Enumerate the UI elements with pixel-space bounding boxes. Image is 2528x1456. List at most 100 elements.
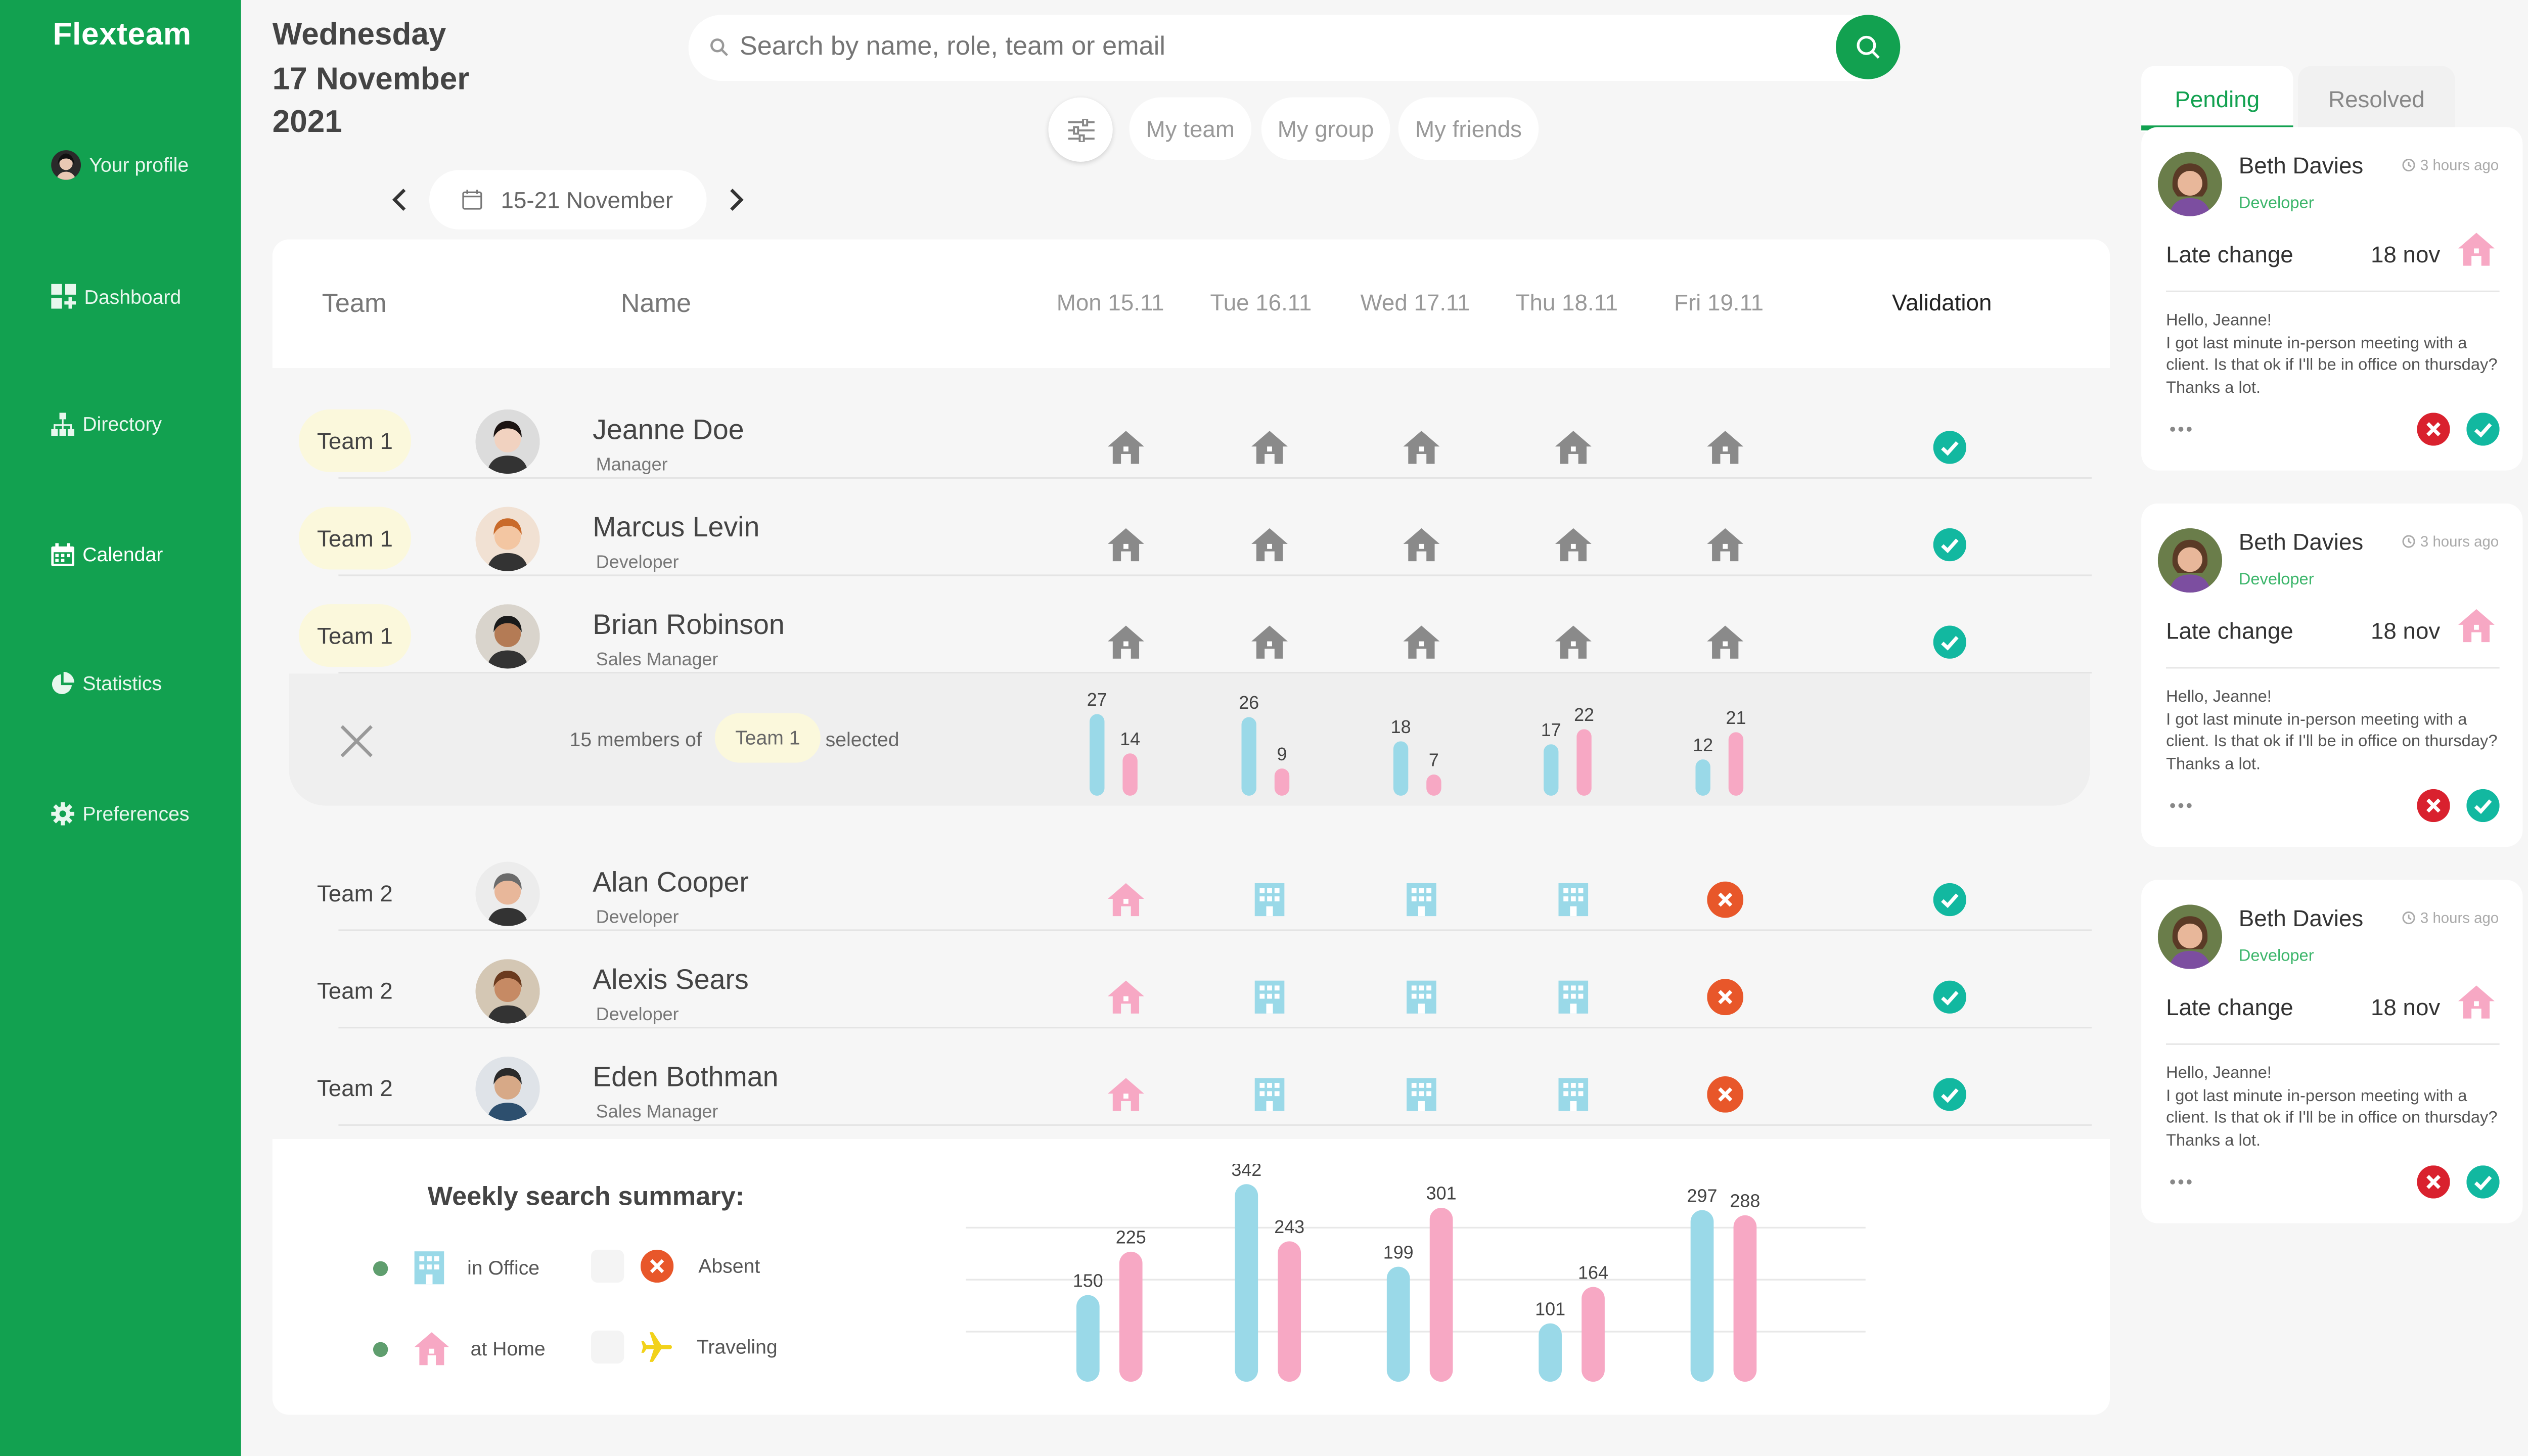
sidebar-item-directory[interactable]: Directory	[51, 413, 162, 436]
validated-check-icon[interactable]	[1933, 1078, 1966, 1111]
filter-chip-my-team[interactable]: My team	[1129, 97, 1252, 160]
filter-chip-my-group[interactable]: My group	[1261, 97, 1390, 160]
day-status-cell[interactable]	[1705, 622, 1745, 662]
office-building-icon	[1558, 980, 1589, 1014]
day-status-cell[interactable]	[1402, 428, 1441, 467]
sidebar-item-preferences[interactable]: Preferences	[51, 802, 190, 826]
person-name[interactable]: Brian Robinson	[593, 609, 785, 641]
day-status-cell[interactable]	[1106, 525, 1146, 564]
day-status-cell[interactable]	[1705, 428, 1745, 467]
absent-icon	[1707, 881, 1744, 918]
tab-resolved[interactable]: Resolved	[2298, 66, 2455, 132]
day-status-cell[interactable]	[1250, 428, 1289, 467]
validated-check-icon[interactable]	[1933, 528, 1966, 562]
accept-icon[interactable]	[2466, 1165, 2500, 1199]
day-status-cell[interactable]	[1705, 880, 1745, 919]
person-name[interactable]: Eden Bothman	[593, 1061, 779, 1093]
day-status-cell[interactable]	[1402, 1075, 1441, 1114]
next-week-arrow[interactable]	[728, 187, 745, 213]
column-header-name[interactable]: Name	[620, 290, 692, 319]
person-name[interactable]: Marcus Levin	[593, 512, 760, 543]
accept-icon[interactable]	[2466, 789, 2500, 823]
more-options-icon[interactable]	[2170, 1178, 2193, 1185]
table-row[interactable]: Team 1 Marcus Levin Developer	[273, 479, 2110, 576]
day-status-cell[interactable]	[1402, 880, 1441, 919]
column-header-team[interactable]: Team	[322, 290, 387, 319]
table-row[interactable]: Team 2 Alexis Sears Developer	[273, 931, 2110, 1029]
day-status-cell[interactable]	[1554, 428, 1593, 467]
bar-value-label: 342	[1231, 1164, 1261, 1180]
brand-logo[interactable]: Flexteam	[53, 18, 192, 53]
validation-cell[interactable]	[1930, 880, 1969, 919]
notification-card[interactable]: Beth Davies 3 hours ago Developer Late c…	[2141, 127, 2523, 471]
search-input[interactable]	[739, 28, 1731, 68]
team-chip[interactable]: Team 1	[299, 409, 412, 472]
day-status-cell[interactable]	[1106, 1075, 1146, 1114]
selected-team-chip[interactable]: Team 1	[714, 713, 821, 763]
sidebar-item-dashboard[interactable]: Dashboard	[51, 284, 181, 309]
day-status-cell[interactable]	[1554, 525, 1593, 564]
day-status-cell[interactable]	[1250, 1075, 1289, 1114]
sidebar-item-statistics[interactable]: Statistics	[51, 671, 162, 695]
filter-settings-button[interactable]	[1048, 97, 1113, 162]
notification-card[interactable]: Beth Davies 3 hours ago Developer Late c…	[2141, 503, 2523, 847]
day-status-cell[interactable]	[1402, 977, 1441, 1017]
validation-cell[interactable]	[1930, 428, 1969, 467]
person-name[interactable]: Jeanne Doe	[593, 414, 744, 446]
home-icon	[2458, 609, 2495, 643]
table-row[interactable]: Team 1 Jeanne Doe Manager	[273, 381, 2110, 479]
day-status-cell[interactable]	[1402, 622, 1441, 662]
sidebar-item-profile[interactable]: Your profile	[51, 150, 189, 180]
table-row[interactable]: Team 2 Eden Bothman Sales Manager	[273, 1028, 2110, 1126]
day-status-cell[interactable]	[1250, 977, 1289, 1017]
validation-cell[interactable]	[1930, 622, 1969, 662]
row-divider	[338, 477, 2092, 479]
reject-icon[interactable]	[2417, 789, 2450, 823]
team-chip[interactable]: Team 1	[299, 507, 412, 570]
day-status-cell[interactable]	[1705, 977, 1745, 1017]
previous-week-arrow[interactable]	[391, 187, 408, 213]
validation-cell[interactable]	[1930, 525, 1969, 564]
day-status-cell[interactable]	[1554, 1075, 1593, 1114]
week-range-selector[interactable]: 15-21 November	[429, 170, 707, 230]
person-name[interactable]: Alan Cooper	[593, 867, 749, 898]
day-status-cell[interactable]	[1250, 880, 1289, 919]
day-status-cell[interactable]	[1250, 525, 1289, 564]
close-icon[interactable]	[338, 723, 375, 759]
day-status-cell[interactable]	[1250, 622, 1289, 662]
more-options-icon[interactable]	[2170, 426, 2193, 432]
day-status-cell[interactable]	[1106, 428, 1146, 467]
day-status-cell[interactable]	[1554, 977, 1593, 1017]
sidebar-item-calendar[interactable]: Calendar	[51, 543, 163, 566]
validated-check-icon[interactable]	[1933, 980, 1966, 1014]
day-status-cell[interactable]	[1402, 525, 1441, 564]
day-status-cell[interactable]	[1554, 880, 1593, 919]
reject-icon[interactable]	[2417, 413, 2450, 446]
day-status-cell[interactable]	[1705, 525, 1745, 564]
person-name[interactable]: Alexis Sears	[593, 964, 749, 995]
validation-cell[interactable]	[1930, 1075, 1969, 1114]
filter-chip-my-friends[interactable]: My friends	[1398, 97, 1539, 160]
notification-card[interactable]: Beth Davies 3 hours ago Developer Late c…	[2141, 880, 2523, 1223]
day-status-cell[interactable]	[1705, 1075, 1745, 1114]
avatar	[2157, 152, 2223, 216]
team-chip[interactable]: Team 1	[299, 604, 412, 667]
validated-check-icon[interactable]	[1933, 625, 1966, 659]
table-row[interactable]: Team 1 Brian Robinson Sales Manager	[273, 576, 2110, 674]
tab-pending[interactable]: Pending	[2141, 66, 2293, 132]
accept-icon[interactable]	[2466, 413, 2500, 446]
day-status-cell[interactable]	[1554, 622, 1593, 662]
search-button[interactable]	[1836, 15, 1901, 79]
day-status-cell[interactable]	[1106, 622, 1146, 662]
directory-icon	[51, 413, 74, 436]
reject-icon[interactable]	[2417, 1165, 2450, 1199]
table-row[interactable]: Team 2 Alan Cooper Developer	[273, 834, 2110, 931]
validation-cell[interactable]	[1930, 977, 1969, 1017]
team-selection-summary: 15 members of Team 1 selected 27 14 26 9 18 7…	[289, 673, 2090, 806]
day-status-cell[interactable]	[1106, 977, 1146, 1017]
validated-check-icon[interactable]	[1933, 883, 1966, 917]
validated-check-icon[interactable]	[1933, 431, 1966, 464]
absent-icon	[640, 1249, 674, 1283]
more-options-icon[interactable]	[2170, 802, 2193, 809]
day-status-cell[interactable]	[1106, 880, 1146, 919]
